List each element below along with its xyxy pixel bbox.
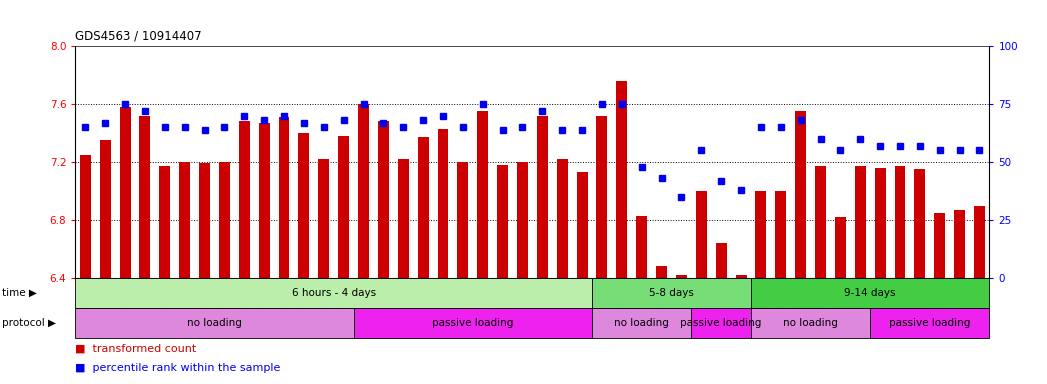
- Bar: [854, 166, 866, 278]
- Bar: [298, 133, 309, 278]
- Bar: [219, 162, 230, 278]
- Bar: [418, 137, 428, 278]
- Bar: [751, 308, 870, 338]
- Bar: [815, 166, 826, 278]
- Bar: [597, 116, 607, 278]
- Bar: [398, 159, 408, 278]
- Bar: [974, 205, 985, 278]
- Bar: [477, 111, 488, 278]
- Bar: [656, 266, 667, 278]
- Text: time ▶: time ▶: [2, 288, 37, 298]
- Bar: [617, 81, 627, 278]
- Bar: [75, 308, 354, 338]
- Bar: [756, 191, 766, 278]
- Bar: [139, 116, 151, 278]
- Bar: [914, 169, 926, 278]
- Bar: [776, 191, 786, 278]
- Bar: [517, 162, 528, 278]
- Bar: [676, 275, 687, 278]
- Bar: [438, 129, 448, 278]
- Bar: [696, 191, 707, 278]
- Bar: [239, 121, 250, 278]
- Bar: [557, 159, 567, 278]
- Text: ■  percentile rank within the sample: ■ percentile rank within the sample: [75, 362, 281, 372]
- Bar: [637, 216, 647, 278]
- Bar: [834, 217, 846, 278]
- Bar: [179, 162, 191, 278]
- Bar: [592, 308, 691, 338]
- Bar: [378, 121, 388, 278]
- Bar: [99, 140, 111, 278]
- Bar: [874, 168, 886, 278]
- Text: ■  transformed count: ■ transformed count: [75, 343, 197, 353]
- Text: 5-8 days: 5-8 days: [649, 288, 694, 298]
- Bar: [954, 210, 965, 278]
- Bar: [870, 308, 989, 338]
- Bar: [318, 159, 329, 278]
- Bar: [751, 278, 989, 308]
- Bar: [80, 155, 91, 278]
- Bar: [736, 275, 747, 278]
- Text: no loading: no loading: [783, 318, 838, 328]
- Text: GDS4563 / 10914407: GDS4563 / 10914407: [75, 29, 202, 42]
- Bar: [894, 166, 906, 278]
- Bar: [458, 162, 468, 278]
- Bar: [354, 308, 592, 338]
- Text: passive loading: passive loading: [889, 318, 971, 328]
- Bar: [795, 111, 806, 278]
- Text: no loading: no loading: [187, 318, 242, 328]
- Bar: [577, 172, 587, 278]
- Bar: [358, 104, 369, 278]
- Bar: [119, 107, 131, 278]
- Bar: [279, 117, 289, 278]
- Text: passive loading: passive loading: [432, 318, 513, 328]
- Bar: [259, 123, 270, 278]
- Bar: [934, 213, 945, 278]
- Text: protocol ▶: protocol ▶: [2, 318, 57, 328]
- Bar: [592, 278, 751, 308]
- Bar: [537, 116, 548, 278]
- Bar: [75, 278, 592, 308]
- Bar: [716, 243, 727, 278]
- Bar: [159, 166, 171, 278]
- Bar: [497, 165, 508, 278]
- Bar: [691, 308, 751, 338]
- Text: passive loading: passive loading: [681, 318, 762, 328]
- Bar: [338, 136, 349, 278]
- Text: 9-14 days: 9-14 days: [845, 288, 896, 298]
- Bar: [199, 164, 210, 278]
- Text: 6 hours - 4 days: 6 hours - 4 days: [292, 288, 376, 298]
- Text: no loading: no loading: [615, 318, 669, 328]
